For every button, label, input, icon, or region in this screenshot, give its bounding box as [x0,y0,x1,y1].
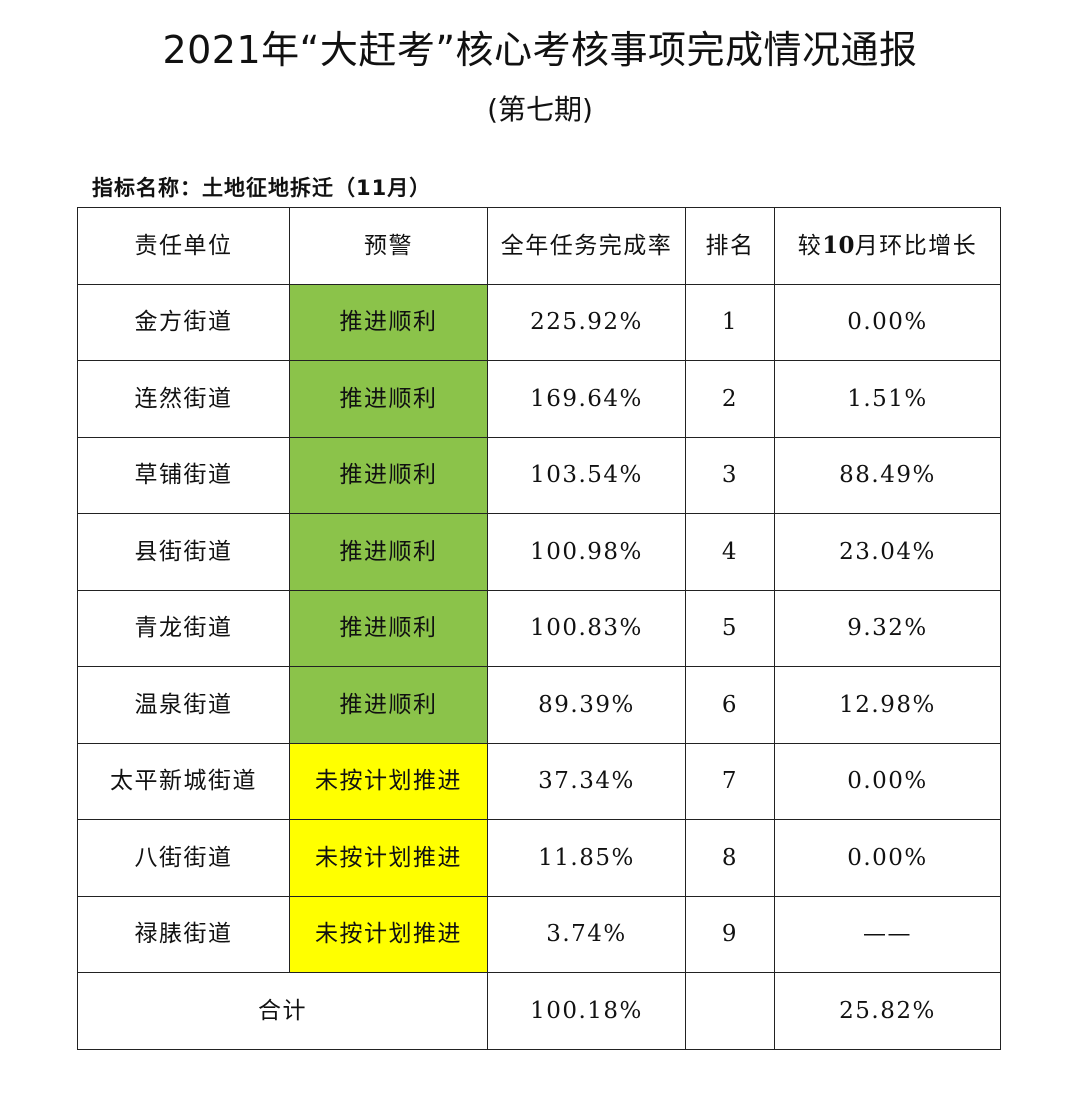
mom-cell: 23.04% [774,513,1001,591]
header-mom-num: 10 [822,231,855,259]
rate-cell: 169.64% [487,360,686,438]
table-row: 禄脿街道 未按计划推进 3.74% 9 —— [77,895,1001,973]
rate-cell: 100.83% [487,589,686,667]
rate-cell: 103.54% [487,436,686,514]
table-row: 草铺街道 推进顺利 103.54% 3 88.49% [77,436,1001,514]
total-label: 合计 [77,972,488,1050]
header-mom: 较10月环比增长 [774,207,1001,285]
warning-cell: 推进顺利 [289,360,488,438]
total-rate: 100.18% [487,972,686,1050]
total-mom: 25.82% [774,972,1001,1050]
table-row: 太平新城街道 未按计划推进 37.34% 7 0.00% [77,742,1001,820]
header-mom-prefix: 较 [797,232,823,259]
header-rate: 全年任务完成率 [487,207,686,285]
indicator-name: 指标名称：土地征地拆迁（11月） [92,176,432,200]
table-row: 八街街道 未按计划推进 11.85% 8 0.00% [77,819,1001,897]
unit-cell: 禄脿街道 [77,895,290,973]
unit-cell: 太平新城街道 [77,742,290,820]
rank-cell: 3 [685,436,775,514]
warning-cell: 推进顺利 [289,436,488,514]
warning-cell: 推进顺利 [289,283,488,361]
table-row: 县街街道 推进顺利 100.98% 4 23.04% [77,513,1001,591]
rank-cell: 1 [685,283,775,361]
table-row: 青龙街道 推进顺利 100.83% 5 9.32% [77,589,1001,667]
mom-cell: 9.32% [774,589,1001,667]
mom-cell: 0.00% [774,819,1001,897]
rate-cell: 100.98% [487,513,686,591]
header-mom-suffix: 月环比增长 [854,232,978,259]
rate-cell: 225.92% [487,283,686,361]
rate-cell: 3.74% [487,895,686,973]
total-rank [685,972,775,1050]
rank-cell: 9 [685,895,775,973]
rank-cell: 8 [685,819,775,897]
mom-cell: 12.98% [774,666,1001,744]
header-warning: 预警 [289,207,488,285]
unit-cell: 青龙街道 [77,589,290,667]
table-row: 连然街道 推进顺利 169.64% 2 1.51% [77,360,1001,438]
total-row: 合计 100.18% 25.82% [77,972,1001,1050]
unit-cell: 连然街道 [77,360,290,438]
mom-cell: 1.51% [774,360,1001,438]
warning-cell: 推进顺利 [289,666,488,744]
rank-cell: 4 [685,513,775,591]
completion-table: 责任单位 预警 全年任务完成率 排名 较10月环比增长 金方街道 推进顺利 225.… [77,207,1001,1050]
rate-cell: 89.39% [487,666,686,744]
mom-cell: 0.00% [774,283,1001,361]
rank-cell: 6 [685,666,775,744]
rank-cell: 5 [685,589,775,667]
rate-cell: 11.85% [487,819,686,897]
mom-cell: —— [774,895,1001,973]
mom-cell: 88.49% [774,436,1001,514]
unit-cell: 温泉街道 [77,666,290,744]
warning-cell: 未按计划推进 [289,819,488,897]
mom-cell: 0.00% [774,742,1001,820]
unit-cell: 县街街道 [77,513,290,591]
report-title: 2021年“大赶考”核心考核事项完成情况通报 [162,28,918,72]
warning-cell: 推进顺利 [289,513,488,591]
warning-cell: 未按计划推进 [289,895,488,973]
header-unit: 责任单位 [77,207,290,285]
header-rank: 排名 [685,207,775,285]
table-row: 金方街道 推进顺利 225.92% 1 0.00% [77,283,1001,361]
rate-cell: 37.34% [487,742,686,820]
table-header-row: 责任单位 预警 全年任务完成率 排名 较10月环比增长 [77,207,1001,285]
rank-cell: 7 [685,742,775,820]
unit-cell: 草铺街道 [77,436,290,514]
issue-number: (第七期) [487,93,593,126]
unit-cell: 八街街道 [77,819,290,897]
rank-cell: 2 [685,360,775,438]
unit-cell: 金方街道 [77,283,290,361]
warning-cell: 推进顺利 [289,589,488,667]
table-row: 温泉街道 推进顺利 89.39% 6 12.98% [77,666,1001,744]
warning-cell: 未按计划推进 [289,742,488,820]
